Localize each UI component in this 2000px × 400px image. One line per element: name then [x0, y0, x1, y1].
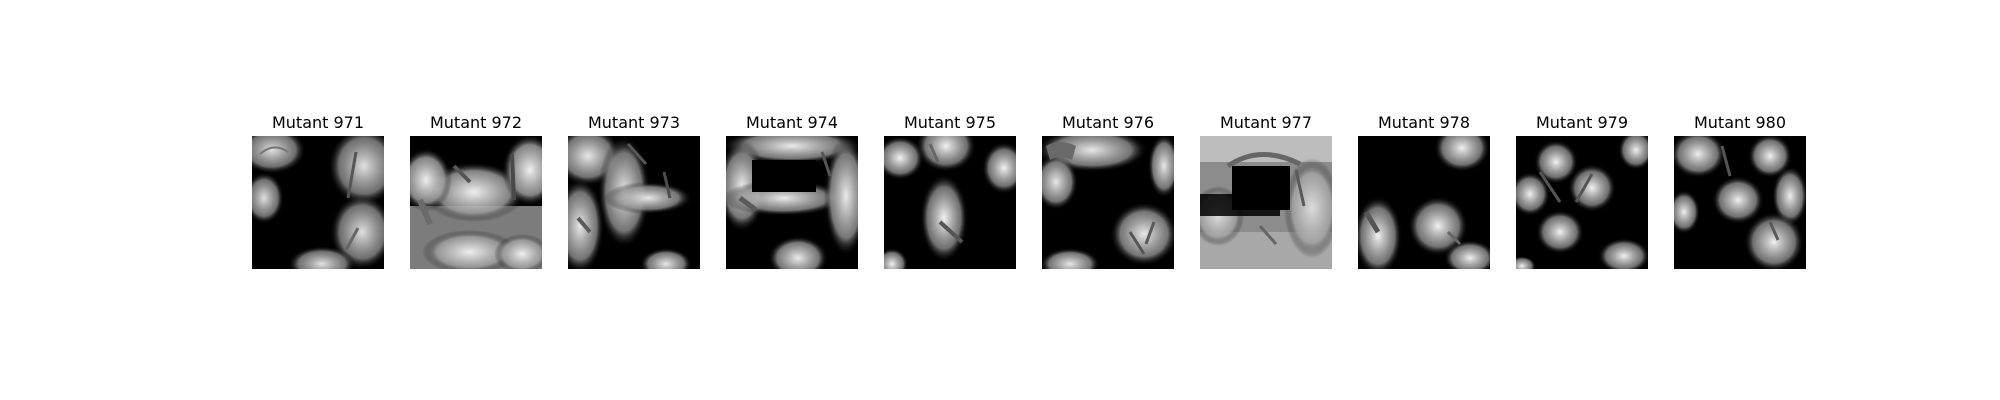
mutant-panel: Mutant 971 [251, 112, 385, 272]
panel-title: Mutant 973 [587, 113, 681, 132]
mutant-panel: Mutant 974 [725, 112, 859, 272]
mutant-panel: Mutant 978 [1357, 112, 1491, 272]
mutant-image [1200, 136, 1332, 269]
mutant-image [1042, 136, 1174, 269]
mutant-image-svg [1042, 136, 1174, 269]
mutant-image [252, 136, 384, 269]
panel-title: Mutant 974 [745, 113, 839, 132]
mutant-image [1516, 136, 1648, 269]
panel-title: Mutant 975 [903, 113, 997, 132]
mutant-image-svg [568, 136, 700, 269]
mutant-image [410, 136, 542, 269]
mutant-image [1674, 136, 1806, 269]
mutant-image [884, 136, 1016, 269]
mutant-panel: Mutant 979 [1515, 112, 1649, 272]
mutant-image-svg [1674, 136, 1806, 269]
mutant-panel: Mutant 975 [883, 112, 1017, 272]
mutant-image [1358, 136, 1490, 269]
panel-title: Mutant 979 [1535, 113, 1629, 132]
panel-title: Mutant 972 [429, 113, 523, 132]
panel-title: Mutant 971 [271, 113, 365, 132]
mutant-image [568, 136, 700, 269]
mutant-image-svg [726, 136, 858, 269]
mutant-image [726, 136, 858, 269]
mutant-image-svg [1200, 136, 1332, 269]
mutant-image-svg [252, 136, 384, 269]
mutant-image-svg [410, 136, 542, 269]
mutant-panel: Mutant 973 [567, 112, 701, 272]
mutant-image-svg [884, 136, 1016, 269]
mutant-image-svg [1358, 136, 1490, 269]
panel-title: Mutant 978 [1377, 113, 1471, 132]
mutant-panel: Mutant 972 [409, 112, 543, 272]
mutant-panel: Mutant 977 [1199, 112, 1333, 272]
mutant-image-svg [1516, 136, 1648, 269]
panel-title: Mutant 976 [1061, 113, 1155, 132]
panel-title: Mutant 980 [1693, 113, 1787, 132]
mutant-panel: Mutant 976 [1041, 112, 1175, 272]
mutant-panel: Mutant 980 [1673, 112, 1807, 272]
panel-title: Mutant 977 [1219, 113, 1313, 132]
